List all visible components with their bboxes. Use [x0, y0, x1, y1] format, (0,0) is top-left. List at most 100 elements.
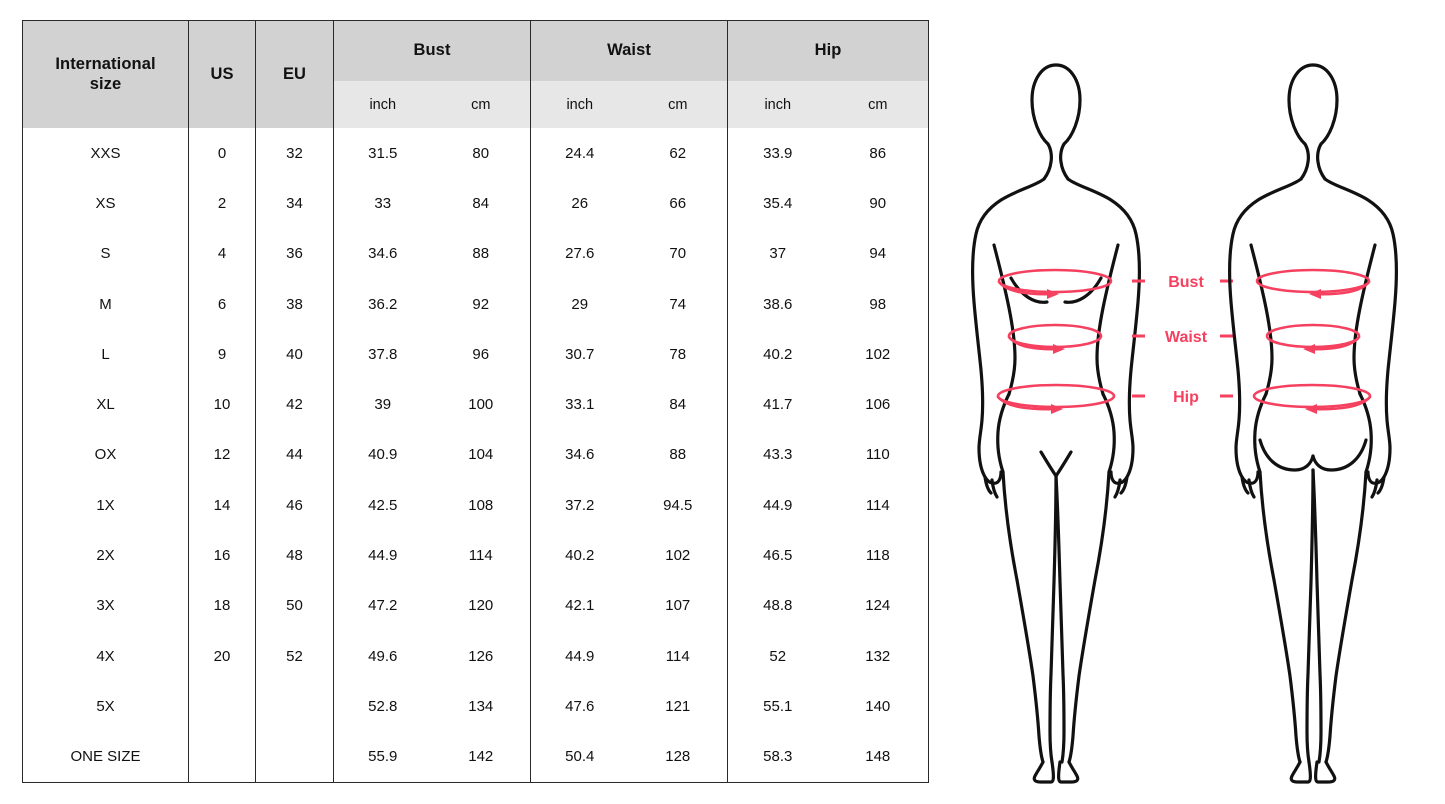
table-row: M 6 38 36.2 92 29 74 38.6 98 — [23, 278, 929, 330]
cell-eu: 44 — [255, 429, 334, 481]
cell-hip-inch: 43.3 — [727, 429, 828, 481]
cell-waist-cm: 70 — [669, 245, 687, 263]
cell-hip-cm: 106 — [865, 396, 891, 414]
cell-bust-inch: 44.9 — [333, 530, 432, 581]
cell-hip-inch: 33.9 — [727, 128, 828, 179]
unit-header-bust-inch: inch — [333, 81, 432, 128]
cell-hip-cm: 94 — [869, 245, 887, 263]
cell-hip-cm: 118 — [865, 547, 890, 565]
cell-international-size: M — [99, 295, 112, 313]
cell-international-size: 4X — [96, 647, 115, 665]
front-body-figure — [971, 63, 1141, 784]
bust-label: Bust — [1168, 274, 1204, 291]
cell-hip-inch: 35.4 — [727, 178, 828, 229]
column-header-us: US — [188, 20, 256, 128]
table-row: 4X 20 52 49.6 126 44.9 114 52 132 — [23, 630, 929, 682]
cell-hip-cm: 110 — [865, 446, 890, 464]
cell-bust-cm: 120 — [468, 597, 494, 615]
cell-hip-inch: 46.5 — [727, 530, 828, 581]
front-hip-measurement-ellipse — [996, 383, 1116, 409]
cell-waist-inch: 34.6 — [530, 429, 629, 481]
column-header-international-size: International size — [22, 20, 189, 128]
back-measurement-lines — [1252, 268, 1372, 414]
cell-waist-cm: 84 — [669, 396, 687, 414]
table-header-group-row: International size US EU Bust Waist Hip — [22, 20, 929, 128]
cell-hip-cm: 140 — [865, 697, 891, 715]
cell-waist-cm: 128 — [665, 748, 691, 766]
cell-waist-cm: 78 — [669, 345, 687, 363]
cell-us: 14 — [188, 480, 256, 531]
column-header-eu: EU — [255, 20, 334, 128]
table-header: International size US EU Bust Waist Hip … — [22, 20, 929, 128]
cell-hip-cm: 102 — [865, 345, 891, 363]
column-header-hip: Hip — [727, 20, 929, 81]
cell-us: 9 — [188, 329, 256, 380]
table-row: 3X 18 50 47.2 120 42.1 107 48.8 124 — [23, 580, 929, 631]
unit-header-waist-cm: cm — [628, 81, 728, 128]
back-waist-measurement-ellipse — [1265, 323, 1361, 349]
cell-bust-inch: 47.2 — [333, 580, 432, 631]
cell-waist-cm: 107 — [665, 597, 691, 615]
cell-us: 4 — [188, 228, 256, 279]
cell-us: 18 — [188, 580, 256, 631]
cell-bust-inch: 39 — [333, 379, 432, 430]
front-hip-arrow — [996, 395, 1061, 411]
cell-hip-inch: 37 — [727, 228, 828, 279]
cell-bust-inch: 33 — [333, 178, 432, 229]
cell-waist-cm: 74 — [669, 295, 687, 313]
cell-bust-inch: 40.9 — [333, 429, 432, 481]
back-hip-arrow — [1307, 395, 1372, 411]
cell-hip-inch: 58.3 — [727, 731, 828, 783]
cell-international-size: L — [101, 345, 110, 363]
cell-waist-inch: 27.6 — [530, 228, 629, 279]
cell-waist-cm: 102 — [665, 547, 691, 565]
hip-label: Hip — [1173, 389, 1199, 406]
cell-bust-cm: 96 — [472, 345, 490, 363]
cell-bust-inch: 52.8 — [333, 681, 432, 732]
cell-eu: 50 — [255, 580, 334, 631]
cell-waist-inch: 24.4 — [530, 128, 629, 179]
cell-bust-cm: 134 — [468, 697, 494, 715]
cell-us: 2 — [188, 178, 256, 229]
cell-eu — [255, 731, 334, 783]
cell-waist-cm: 66 — [669, 194, 687, 212]
cell-eu: 52 — [255, 630, 334, 682]
cell-us: 20 — [188, 630, 256, 682]
cell-bust-cm: 104 — [468, 446, 494, 464]
table-row: L 9 40 37.8 96 30.7 78 40.2 102 — [23, 329, 929, 380]
cell-eu: 48 — [255, 530, 334, 581]
table-row: 2X 16 48 44.9 114 40.2 102 46.5 118 — [23, 530, 929, 581]
cell-hip-inch: 40.2 — [727, 329, 828, 380]
cell-waist-cm: 121 — [665, 697, 691, 715]
cell-hip-cm: 86 — [869, 144, 887, 162]
cell-bust-cm: 92 — [472, 295, 490, 313]
cell-bust-inch: 36.2 — [333, 278, 432, 330]
back-body-figure — [1228, 63, 1398, 784]
cell-waist-inch: 30.7 — [530, 329, 629, 380]
cell-us: 10 — [188, 379, 256, 430]
cell-waist-inch: 44.9 — [530, 630, 629, 682]
cell-hip-inch: 48.8 — [727, 580, 828, 631]
table-row: 5X 52.8 134 47.6 121 55.1 140 — [23, 681, 929, 732]
cell-waist-inch: 26 — [530, 178, 629, 229]
front-bust-measurement-ellipse — [997, 268, 1113, 294]
table-row: OX 12 44 40.9 104 34.6 88 43.3 110 — [23, 429, 929, 481]
cell-bust-inch: 34.6 — [333, 228, 432, 279]
cell-hip-cm: 98 — [869, 295, 887, 313]
cell-us: 16 — [188, 530, 256, 581]
cell-us — [188, 731, 256, 783]
cell-waist-cm: 88 — [669, 446, 687, 464]
cell-international-size: XL — [96, 396, 115, 414]
cell-waist-inch: 37.2 — [530, 480, 629, 531]
cell-us: 6 — [188, 278, 256, 330]
cell-hip-inch: 55.1 — [727, 681, 828, 732]
column-header-waist: Waist — [530, 20, 728, 81]
cell-waist-inch: 29 — [530, 278, 629, 330]
cell-eu: 32 — [255, 128, 334, 179]
cell-international-size: S — [100, 245, 111, 263]
cell-waist-inch: 33.1 — [530, 379, 629, 430]
cell-bust-cm: 88 — [472, 245, 490, 263]
column-header-international-line1: International — [55, 55, 156, 74]
cell-waist-cm: 114 — [665, 647, 690, 665]
